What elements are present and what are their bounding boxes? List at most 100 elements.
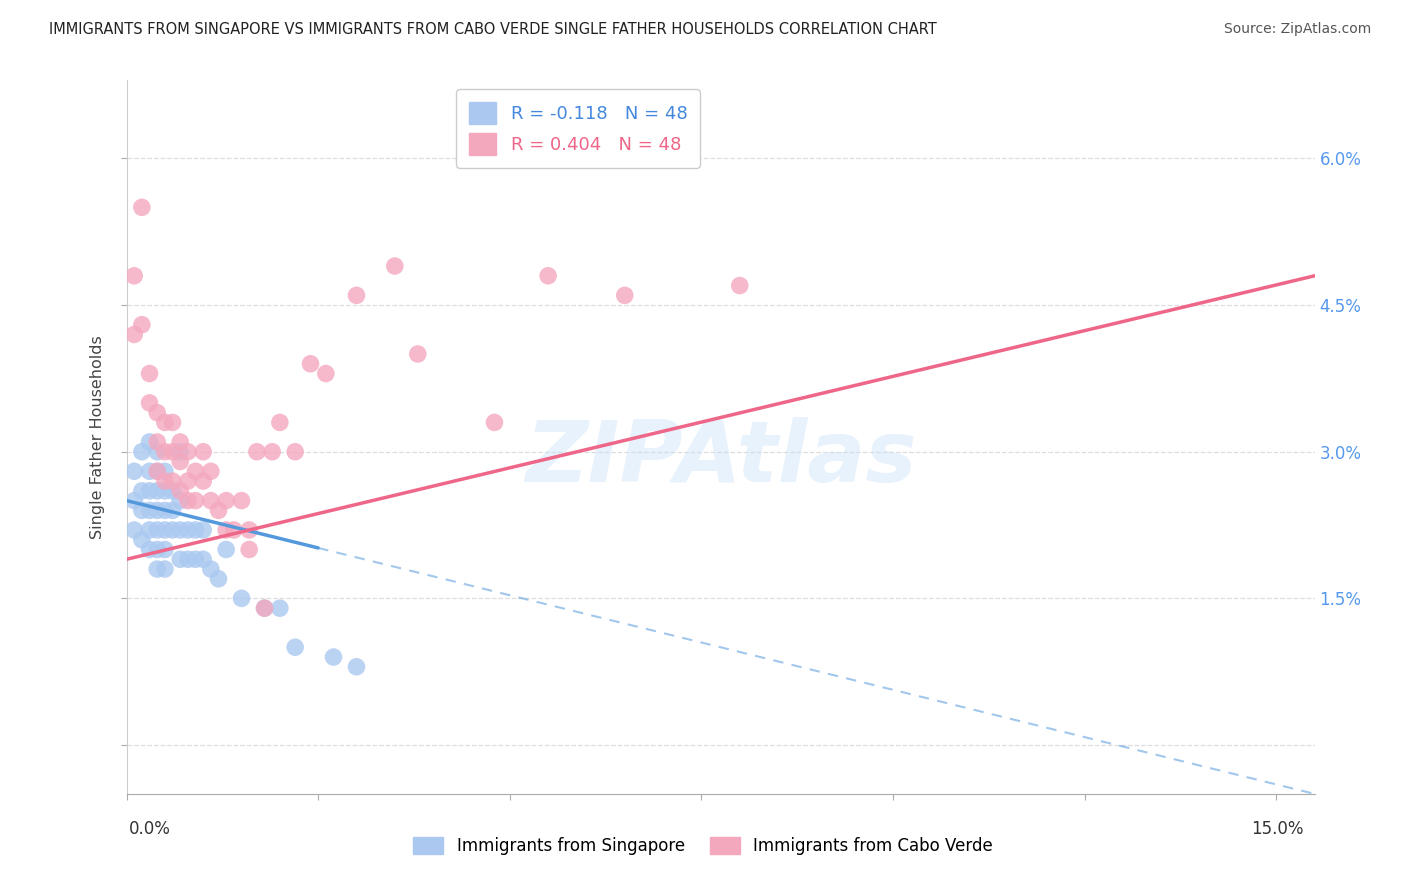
Point	[153, 562, 176, 576]
Point	[728, 278, 751, 293]
Point	[200, 562, 222, 576]
Point	[153, 483, 176, 498]
Point	[138, 503, 160, 517]
Point	[269, 416, 291, 430]
Point	[207, 503, 229, 517]
Point	[138, 396, 160, 410]
Point	[146, 464, 169, 478]
Point	[162, 444, 184, 458]
Point	[184, 552, 207, 566]
Point	[138, 542, 160, 557]
Point	[146, 483, 169, 498]
Legend: Immigrants from Singapore, Immigrants from Cabo Verde: Immigrants from Singapore, Immigrants fr…	[406, 830, 1000, 862]
Point	[169, 523, 191, 537]
Point	[146, 523, 169, 537]
Point	[384, 259, 406, 273]
Point	[177, 493, 200, 508]
Point	[231, 493, 253, 508]
Point	[131, 444, 153, 458]
Point	[146, 406, 169, 420]
Point	[138, 434, 160, 449]
Point	[284, 640, 307, 655]
Text: ZIPAtlas: ZIPAtlas	[524, 417, 917, 500]
Point	[146, 464, 169, 478]
Point	[315, 367, 337, 381]
Point	[162, 503, 184, 517]
Point	[153, 542, 176, 557]
Point	[215, 493, 238, 508]
Point	[184, 464, 207, 478]
Point	[162, 483, 184, 498]
Point	[162, 474, 184, 488]
Point	[184, 493, 207, 508]
Point	[177, 474, 200, 488]
Point	[253, 601, 276, 615]
Point	[177, 444, 200, 458]
Point	[153, 523, 176, 537]
Point	[169, 483, 191, 498]
Point	[284, 444, 307, 458]
Point	[146, 444, 169, 458]
Y-axis label: Single Father Households: Single Father Households	[90, 335, 105, 539]
Point	[537, 268, 560, 283]
Point	[138, 483, 160, 498]
Point	[346, 288, 368, 302]
Point	[177, 523, 200, 537]
Point	[162, 523, 184, 537]
Point	[146, 562, 169, 576]
Point	[215, 542, 238, 557]
Point	[122, 327, 145, 342]
Point	[138, 523, 160, 537]
Point	[146, 542, 169, 557]
Point	[238, 523, 260, 537]
Point	[122, 523, 145, 537]
Text: IMMIGRANTS FROM SINGAPORE VS IMMIGRANTS FROM CABO VERDE SINGLE FATHER HOUSEHOLDS: IMMIGRANTS FROM SINGAPORE VS IMMIGRANTS …	[49, 22, 936, 37]
Point	[169, 454, 191, 468]
Text: Source: ZipAtlas.com: Source: ZipAtlas.com	[1223, 22, 1371, 37]
Point	[346, 660, 368, 674]
Point	[169, 552, 191, 566]
Point	[131, 533, 153, 547]
Point	[131, 503, 153, 517]
Point	[222, 523, 245, 537]
Legend: R = -0.118   N = 48, R = 0.404   N = 48: R = -0.118 N = 48, R = 0.404 N = 48	[457, 89, 700, 168]
Point	[153, 474, 176, 488]
Point	[253, 601, 276, 615]
Point	[193, 552, 215, 566]
Point	[162, 416, 184, 430]
Point	[215, 523, 238, 537]
Point	[122, 464, 145, 478]
Point	[322, 650, 344, 665]
Point	[131, 200, 153, 214]
Point	[193, 523, 215, 537]
Point	[262, 444, 284, 458]
Point	[153, 464, 176, 478]
Point	[269, 601, 291, 615]
Point	[193, 474, 215, 488]
Point	[146, 434, 169, 449]
Point	[131, 483, 153, 498]
Text: 0.0%: 0.0%	[129, 820, 172, 838]
Point	[184, 523, 207, 537]
Point	[613, 288, 636, 302]
Point	[299, 357, 322, 371]
Point	[169, 493, 191, 508]
Text: 15.0%: 15.0%	[1251, 820, 1303, 838]
Point	[146, 503, 169, 517]
Point	[246, 444, 269, 458]
Point	[138, 464, 160, 478]
Point	[122, 268, 145, 283]
Point	[238, 542, 260, 557]
Point	[177, 552, 200, 566]
Point	[153, 503, 176, 517]
Point	[231, 591, 253, 606]
Point	[484, 416, 506, 430]
Point	[207, 572, 229, 586]
Point	[169, 444, 191, 458]
Point	[193, 444, 215, 458]
Point	[153, 416, 176, 430]
Point	[138, 367, 160, 381]
Point	[169, 434, 191, 449]
Point	[153, 444, 176, 458]
Point	[131, 318, 153, 332]
